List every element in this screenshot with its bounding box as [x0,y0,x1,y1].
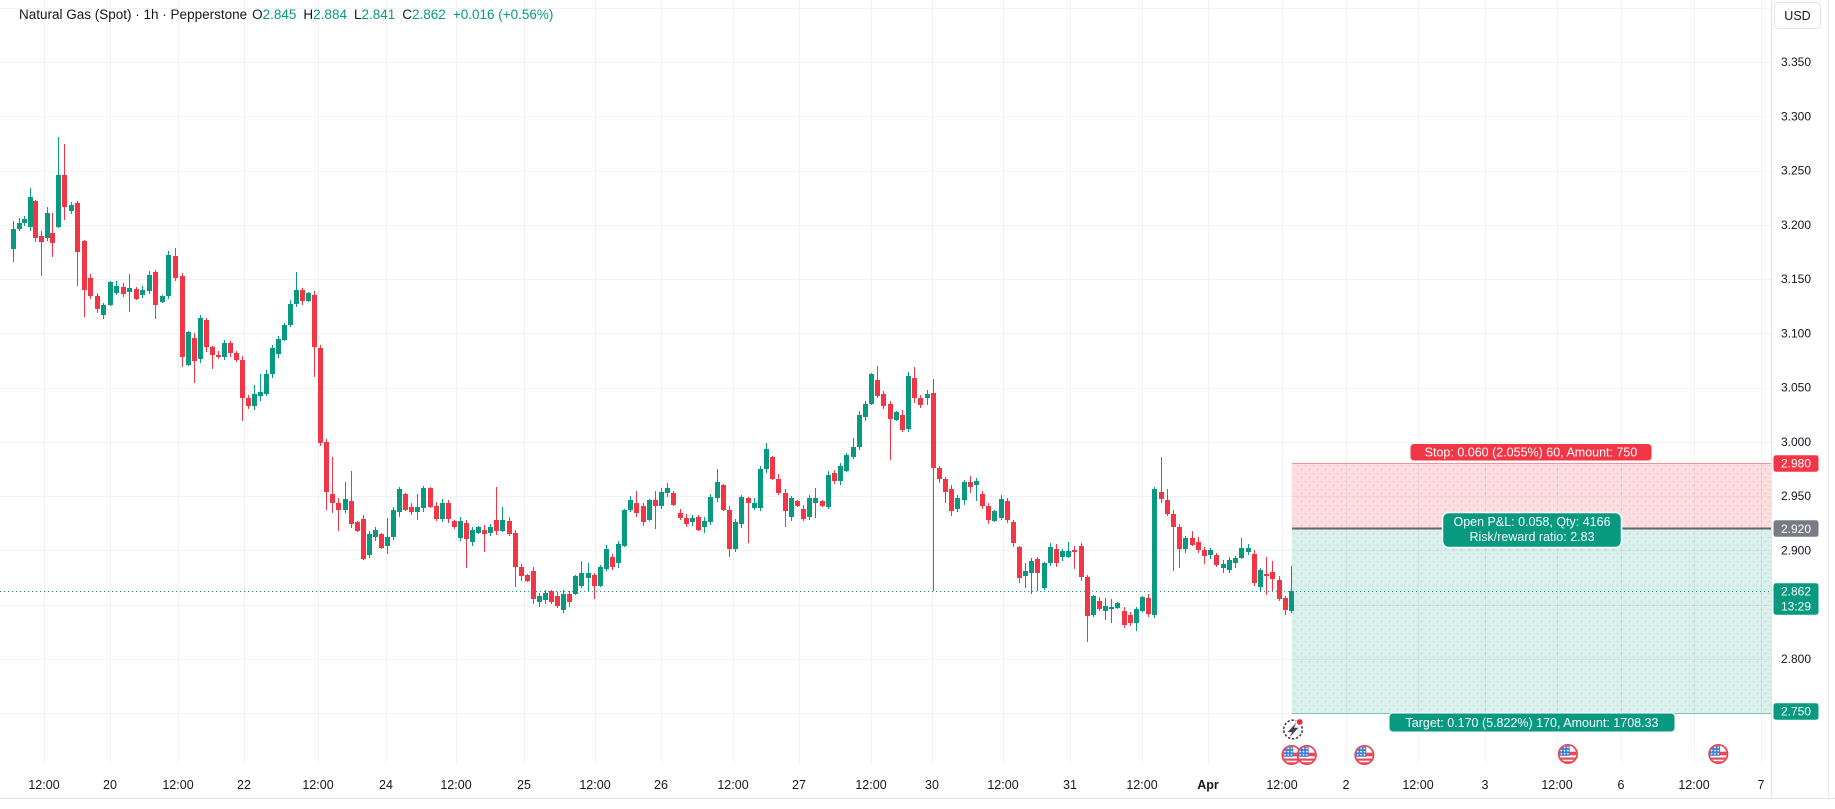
svg-text:6: 6 [1618,778,1625,792]
svg-text:3.000: 3.000 [1781,435,1811,449]
svg-text:Apr: Apr [1197,778,1219,792]
svg-text:12:00: 12:00 [717,778,748,792]
svg-text:2.750: 2.750 [1781,705,1811,719]
svg-text:2.980: 2.980 [1781,457,1811,471]
svg-text:2.800: 2.800 [1781,652,1811,666]
svg-text:12:00: 12:00 [855,778,886,792]
svg-text:Target: 0.170 (5.822%) 170, Am: Target: 0.170 (5.822%) 170, Amount: 1708… [1406,716,1659,730]
svg-text:12:00: 12:00 [579,778,610,792]
svg-text:25: 25 [517,778,531,792]
svg-text:12:00: 12:00 [1402,778,1433,792]
svg-text:Risk/reward ratio: 2.83: Risk/reward ratio: 2.83 [1469,530,1594,544]
svg-text:3: 3 [1482,778,1489,792]
svg-text:3.300: 3.300 [1781,110,1811,124]
svg-text:2.900: 2.900 [1781,544,1811,558]
svg-text:20: 20 [103,778,117,792]
svg-text:2.862: 2.862 [1781,585,1811,599]
svg-text:3.100: 3.100 [1781,326,1811,340]
svg-text:Open P&L: 0.058, Qty: 4166: Open P&L: 0.058, Qty: 4166 [1453,515,1610,529]
svg-text:2: 2 [1343,778,1350,792]
svg-text:3.350: 3.350 [1781,55,1811,69]
svg-text:3.150: 3.150 [1781,272,1811,286]
svg-text:2.920: 2.920 [1781,522,1811,536]
svg-text:27: 27 [792,778,806,792]
svg-text:12:00: 12:00 [1126,778,1157,792]
svg-text:12:00: 12:00 [440,778,471,792]
svg-text:12:00: 12:00 [302,778,333,792]
svg-text:7: 7 [1758,778,1765,792]
svg-text:12:00: 12:00 [162,778,193,792]
svg-text:Natural Gas (Spot) · 1h · Pepp: Natural Gas (Spot) · 1h · Pepperstone O2.… [19,7,553,22]
svg-text:26: 26 [654,778,668,792]
svg-text:13:29: 13:29 [1781,600,1811,614]
svg-text:3.200: 3.200 [1781,218,1811,232]
svg-text:30: 30 [925,778,939,792]
svg-text:Stop: 0.060 (2.055%) 60, Amoun: Stop: 0.060 (2.055%) 60, Amount: 750 [1425,446,1638,460]
svg-text:3.050: 3.050 [1781,381,1811,395]
svg-text:31: 31 [1063,778,1077,792]
svg-text:24: 24 [379,778,393,792]
svg-text:12:00: 12:00 [987,778,1018,792]
svg-text:12:00: 12:00 [28,778,59,792]
svg-text:USD: USD [1784,9,1810,23]
svg-text:12:00: 12:00 [1541,778,1572,792]
svg-text:22: 22 [237,778,251,792]
svg-text:12:00: 12:00 [1678,778,1709,792]
svg-text:3.250: 3.250 [1781,164,1811,178]
svg-text:12:00: 12:00 [1266,778,1297,792]
svg-text:2.950: 2.950 [1781,489,1811,503]
